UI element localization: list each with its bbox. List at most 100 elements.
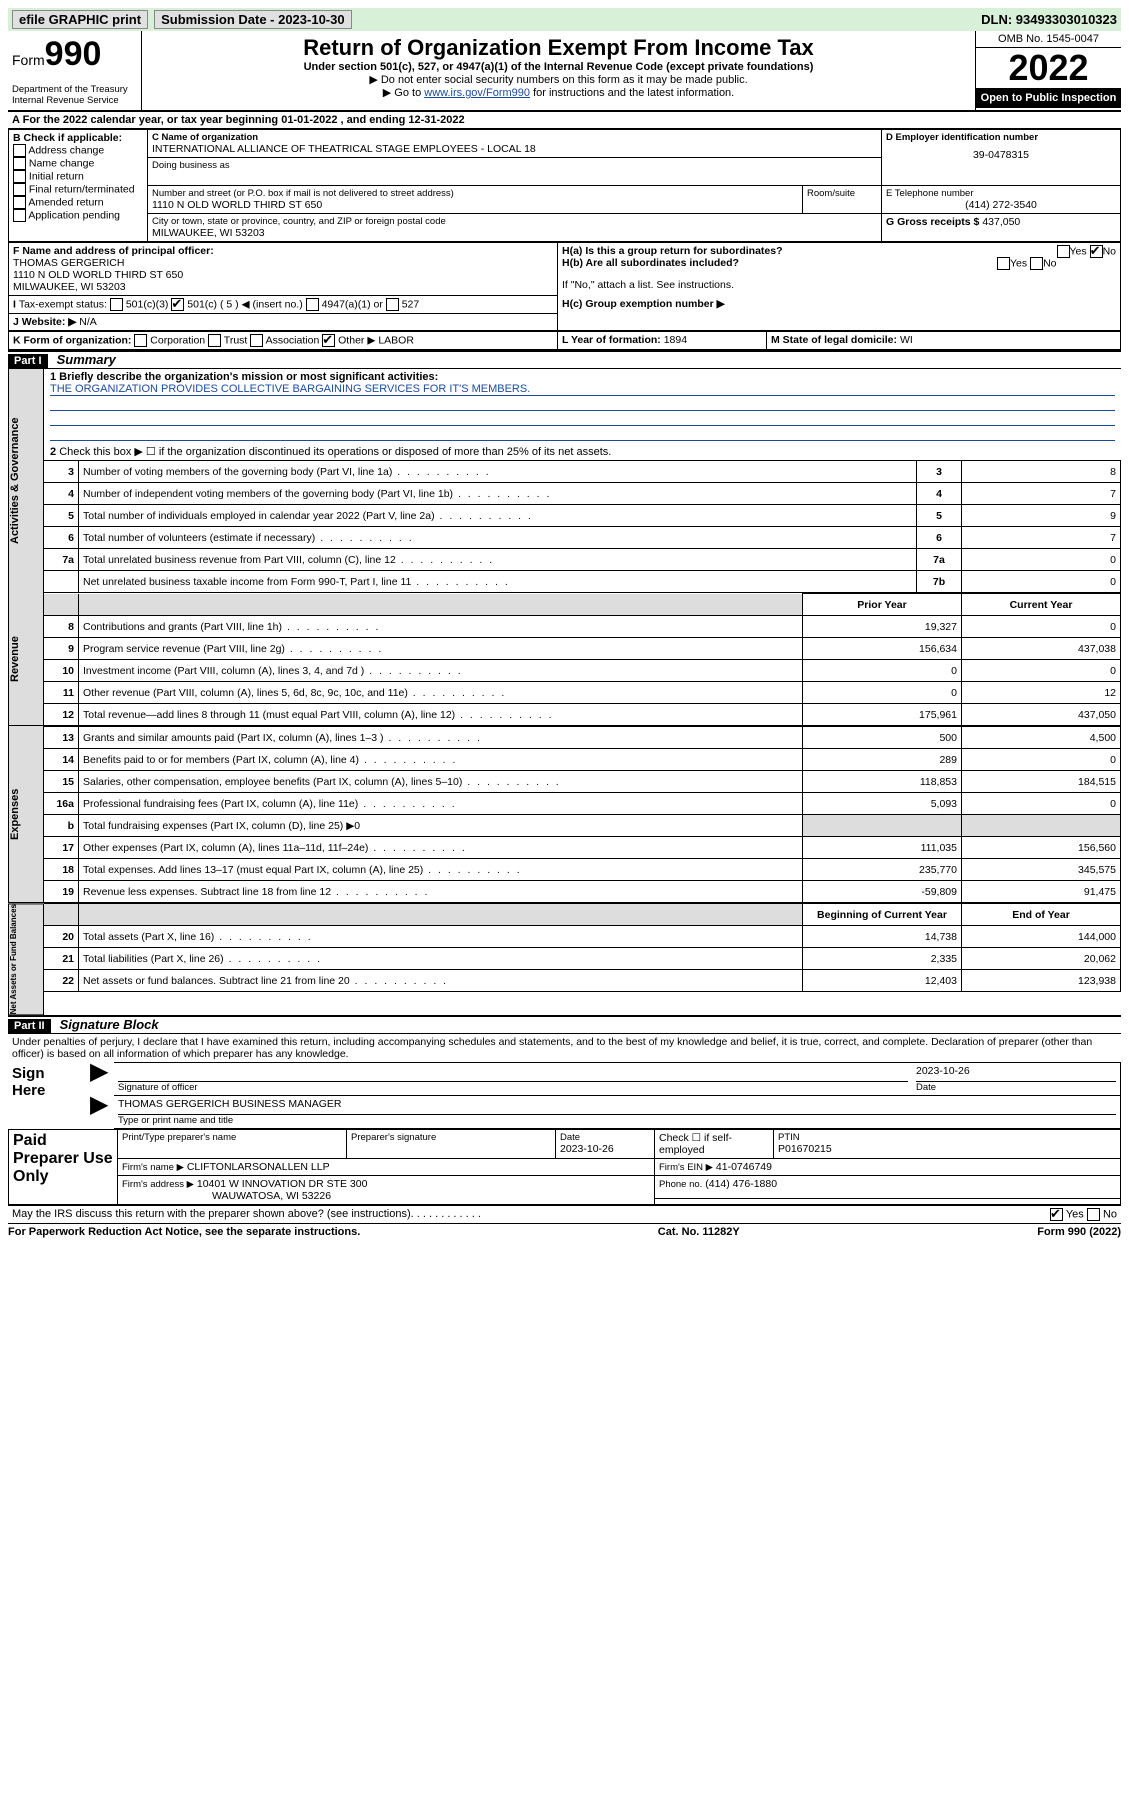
sign-here-table: Sign Here ▶ Signature of officer 2023-10… <box>8 1062 1121 1129</box>
checkbox-address-change[interactable] <box>13 144 26 157</box>
part1-band: Part I <box>8 354 48 368</box>
org-name: INTERNATIONAL ALLIANCE OF THEATRICAL STA… <box>152 143 877 155</box>
i-4947[interactable] <box>306 298 319 311</box>
hb-note: If "No," attach a list. See instructions… <box>558 277 1121 296</box>
e-label: E Telephone number <box>886 188 1116 199</box>
officer-printed-name: THOMAS GERGERICH BUSINESS MANAGER <box>118 1098 1116 1115</box>
hc-label: H(c) Group exemption number ▶ <box>562 298 725 310</box>
part1-title: Summary <box>51 352 116 367</box>
page-footer: For Paperwork Reduction Act Notice, see … <box>8 1223 1121 1238</box>
checkbox-name-change[interactable] <box>13 157 26 170</box>
firm-addr-label: Firm's address ▶ <box>122 1179 194 1190</box>
hdr-boy: Beginning of Current Year <box>803 904 962 926</box>
street: 1110 N OLD WORLD THIRD ST 650 <box>152 199 798 211</box>
m-label: M State of legal domicile: <box>771 334 897 346</box>
sig-officer-label: Signature of officer <box>118 1082 908 1093</box>
q1-lead: 1 Briefly describe the organization's mi… <box>50 371 1115 383</box>
pp-self-employed: Check ☐ if self-employed <box>655 1130 774 1159</box>
q1-text: THE ORGANIZATION PROVIDES COLLECTIVE BAR… <box>50 383 1115 396</box>
officer-block: F Name and address of principal officer:… <box>8 242 1121 331</box>
pp-date: 2023-10-26 <box>560 1143 650 1155</box>
k-other[interactable] <box>322 334 335 347</box>
i-label: Tax-exempt status: <box>19 298 107 310</box>
website: N/A <box>79 316 97 328</box>
k-trust[interactable] <box>208 334 221 347</box>
paid-preparer-table: Paid Preparer Use Only Print/Type prepar… <box>8 1129 1121 1205</box>
arrow-icon-2: ▶ <box>90 1091 108 1118</box>
submission-date: Submission Date - 2023-10-30 <box>154 10 352 29</box>
ha-yes[interactable] <box>1057 245 1070 258</box>
dept-label: Department of the Treasury Internal Reve… <box>12 84 137 106</box>
form-number: 990 <box>45 35 102 73</box>
g-label: G Gross receipts $ <box>886 216 979 228</box>
officer-addr1: 1110 N OLD WORLD THIRD ST 650 <box>13 269 553 281</box>
sig-date: 2023-10-26 <box>916 1065 1116 1082</box>
firm-addr2: WAUWATOSA, WI 53226 <box>122 1190 650 1202</box>
revenue-table: Prior Year Current Year 8Contributions a… <box>44 593 1121 726</box>
tab-revenue: Revenue <box>8 593 44 726</box>
domicile: WI <box>900 334 913 346</box>
k-label: K Form of organization: <box>13 334 131 346</box>
firm-phone: (414) 476-1880 <box>705 1178 777 1190</box>
part1-header: Part I Summary <box>8 350 1121 369</box>
form-header: Form990 Department of the Treasury Inter… <box>8 31 1121 112</box>
ha-label: H(a) Is this a group return for subordin… <box>562 245 783 257</box>
hdr-eoy: End of Year <box>962 904 1121 926</box>
hb-label: H(b) Are all subordinates included? <box>562 257 739 269</box>
ein: 39-0478315 <box>886 143 1116 161</box>
street-label: Number and street (or P.O. box if mail i… <box>152 188 798 199</box>
dln: DLN: 93493303010323 <box>981 12 1117 27</box>
k-assoc[interactable] <box>250 334 263 347</box>
phone: (414) 272-3540 <box>886 199 1116 211</box>
hb-yes[interactable] <box>997 257 1010 270</box>
hb-no[interactable] <box>1030 257 1043 270</box>
c-label: C Name of organization <box>152 132 877 143</box>
efile-topbar: efile GRAPHIC print Submission Date - 20… <box>8 8 1121 31</box>
i-501c3[interactable] <box>110 298 123 311</box>
checkbox-app-pending[interactable] <box>13 209 26 222</box>
discuss-row: May the IRS discuss this return with the… <box>8 1205 1121 1223</box>
pp-name-label: Print/Type preparer's name <box>122 1132 342 1143</box>
governance-table: 3Number of voting members of the governi… <box>44 460 1121 593</box>
firm-addr1: 10401 W INNOVATION DR STE 300 <box>197 1178 368 1190</box>
checkbox-final-return[interactable] <box>13 183 26 196</box>
i-527[interactable] <box>386 298 399 311</box>
firm-ein: 41-0746749 <box>716 1161 772 1173</box>
year-formation: 1894 <box>664 334 687 346</box>
form-title: Return of Organization Exempt From Incom… <box>148 35 969 61</box>
officer-printed-name-label: Type or print name and title <box>118 1115 1116 1126</box>
discuss-no[interactable] <box>1087 1208 1100 1221</box>
ha-no[interactable] <box>1090 245 1103 258</box>
officer-addr2: MILWAUKEE, WI 53203 <box>13 281 553 293</box>
tax-year: 2022 <box>976 48 1121 88</box>
d-label: D Employer identification number <box>886 132 1116 143</box>
l-label: L Year of formation: <box>562 334 661 346</box>
part2-band: Part II <box>8 1019 51 1033</box>
sign-here-label: Sign Here <box>8 1063 86 1129</box>
discuss-yes[interactable] <box>1050 1208 1063 1221</box>
f-label: F Name and address of principal officer: <box>13 245 553 257</box>
room-label: Room/suite <box>807 188 877 199</box>
city-label: City or town, state or province, country… <box>152 216 877 227</box>
efile-print-button[interactable]: efile GRAPHIC print <box>12 10 148 29</box>
checkbox-initial-return[interactable] <box>13 170 26 183</box>
pp-sig-label: Preparer's signature <box>351 1132 551 1143</box>
checkbox-amended[interactable] <box>13 196 26 209</box>
declaration: Under penalties of perjury, I declare th… <box>8 1034 1121 1062</box>
expenses-table: 13Grants and similar amounts paid (Part … <box>44 726 1121 903</box>
footer-right: Form 990 (2022) <box>1037 1226 1121 1238</box>
k-corp[interactable] <box>134 334 147 347</box>
form-prefix: Form <box>12 52 45 68</box>
arrow-icon: ▶ <box>90 1058 108 1085</box>
j-label: Website: ▶ <box>22 316 77 328</box>
b-header: B Check if applicable: <box>13 132 143 144</box>
footer-left: For Paperwork Reduction Act Notice, see … <box>8 1226 360 1238</box>
irs-link[interactable]: www.irs.gov/Form990 <box>424 87 530 99</box>
form-subtitle: Under section 501(c), 527, or 4947(a)(1)… <box>148 61 969 73</box>
firm-name-label: Firm's name ▶ <box>122 1162 184 1173</box>
i-501c[interactable] <box>171 298 184 311</box>
sig-date-label: Date <box>916 1082 1116 1093</box>
hdr-current: Current Year <box>962 594 1121 616</box>
paid-preparer-label: Paid Preparer Use Only <box>9 1130 118 1205</box>
pp-date-label: Date <box>560 1132 650 1143</box>
